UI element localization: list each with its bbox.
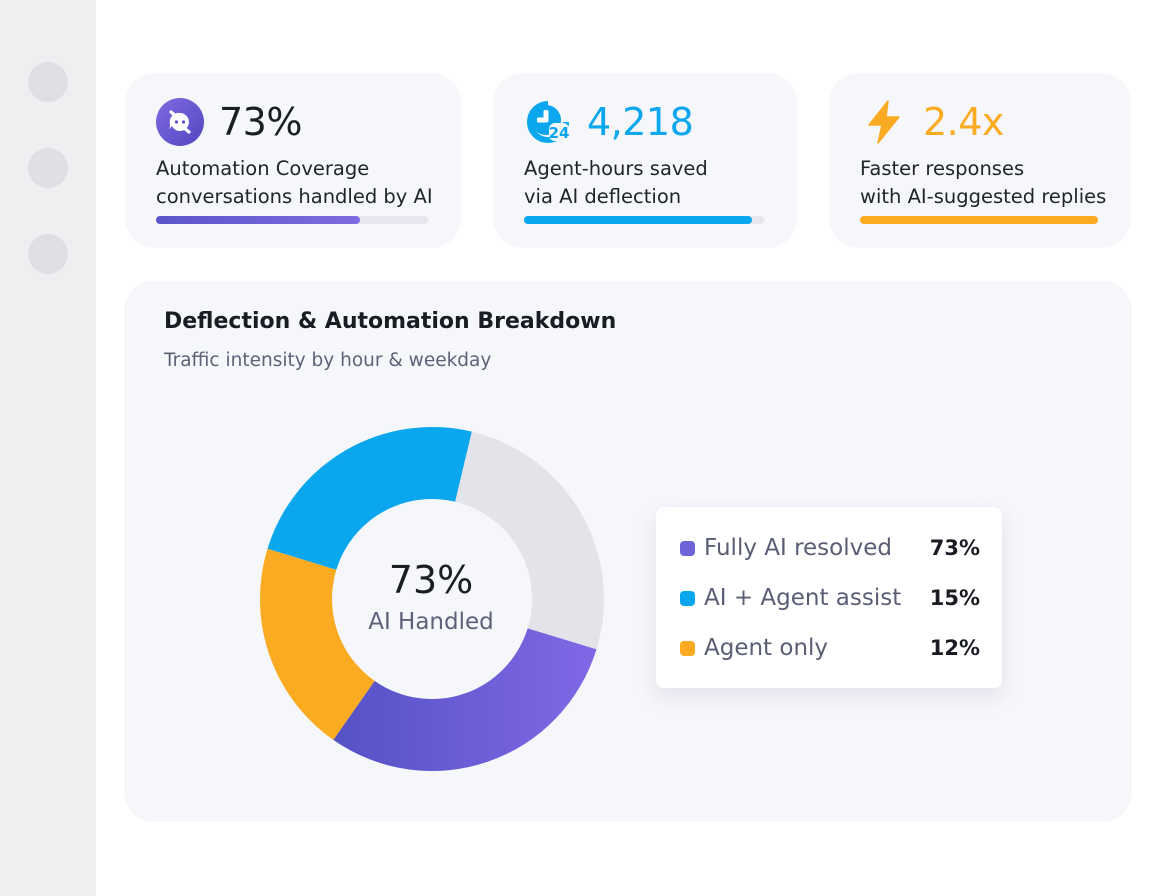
sidebar-nav-item-1[interactable] bbox=[28, 62, 68, 102]
ai-chat-icon bbox=[156, 98, 204, 146]
donut-chart bbox=[260, 427, 604, 771]
legend-swatch bbox=[680, 541, 695, 556]
legend-value: 12% bbox=[929, 636, 980, 660]
kpi-value: 2.4x bbox=[923, 100, 1004, 144]
automation-coverage-card: 73% Automation Coverage conversations ha… bbox=[125, 73, 461, 248]
sidebar-nav-item-3[interactable] bbox=[28, 234, 68, 274]
progress-fill bbox=[156, 216, 360, 224]
legend-value: 15% bbox=[929, 586, 980, 610]
legend-value: 73% bbox=[929, 536, 980, 560]
agent-hours-saved-card: 24 4,218 Agent-hours saved via AI deflec… bbox=[493, 73, 797, 248]
progress-track bbox=[860, 216, 1098, 224]
kpi-description: Automation Coverage conversations handle… bbox=[156, 155, 433, 211]
progress-fill bbox=[524, 216, 752, 224]
progress-fill bbox=[860, 216, 1098, 224]
svg-text:24: 24 bbox=[549, 124, 570, 142]
legend-item-fully-ai-resolved[interactable]: Fully AI resolved 73% bbox=[680, 533, 980, 563]
legend-swatch bbox=[680, 591, 695, 606]
legend-label: AI + Agent assist bbox=[704, 585, 902, 611]
sidebar-nav-item-2[interactable] bbox=[28, 148, 68, 188]
24-hours-icon: 24 bbox=[527, 101, 570, 143]
kpi-description: Agent-hours saved via AI deflection bbox=[524, 155, 708, 211]
donut-center-value: 73% bbox=[388, 558, 474, 602]
progress-track bbox=[524, 216, 764, 224]
donut-segment-fully-ai-resolved[interactable] bbox=[333, 628, 597, 771]
progress-track bbox=[156, 216, 428, 224]
legend-swatch bbox=[680, 641, 695, 656]
legend-item-ai-agent-assist[interactable]: AI + Agent assist 15% bbox=[680, 583, 980, 613]
breakdown-panel: Deflection & Automation Breakdown Traffi… bbox=[124, 281, 1132, 822]
panel-subtitle: Traffic intensity by hour & weekday bbox=[164, 350, 492, 371]
donut-segment-ai-agent-assist[interactable] bbox=[267, 427, 472, 570]
kpi-sublabel: conversations handled by AI bbox=[156, 185, 433, 208]
legend-label: Agent only bbox=[704, 635, 829, 661]
legend-label: Fully AI resolved bbox=[704, 535, 892, 561]
donut-segment-agent-only[interactable] bbox=[260, 548, 375, 740]
kpi-description: Faster responses with AI-suggested repli… bbox=[860, 155, 1106, 211]
legend-item-agent-only[interactable]: Agent only 12% bbox=[680, 633, 980, 663]
kpi-label: Faster responses bbox=[860, 157, 1025, 180]
chart-legend: Fully AI resolved 73% AI + Agent assist … bbox=[656, 507, 1002, 688]
donut-center-label: AI Handled bbox=[368, 609, 494, 635]
kpi-value: 73% bbox=[219, 100, 302, 144]
kpi-label: Agent-hours saved bbox=[524, 157, 708, 180]
sidebar bbox=[0, 0, 96, 896]
kpi-sublabel: with AI-suggested replies bbox=[860, 185, 1107, 208]
kpi-label: Automation Coverage bbox=[156, 157, 370, 180]
panel-title: Deflection & Automation Breakdown bbox=[164, 309, 617, 334]
donut-track[interactable] bbox=[455, 431, 604, 650]
kpi-sublabel: via AI deflection bbox=[524, 185, 682, 208]
faster-responses-card: 2.4x Faster responses with AI-suggested … bbox=[829, 73, 1131, 248]
lightning-bolt-icon bbox=[868, 100, 900, 144]
kpi-value: 4,218 bbox=[587, 100, 694, 144]
